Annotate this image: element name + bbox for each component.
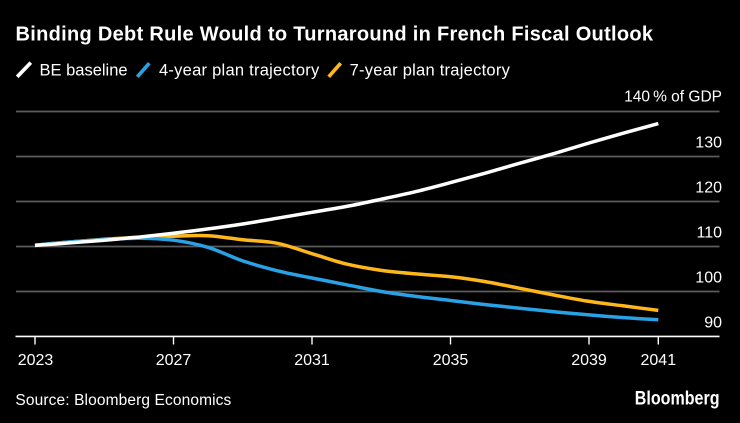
svg-text:110: 110 xyxy=(696,225,722,242)
svg-text:Binding Debt Rule Would to Tur: Binding Debt Rule Would to Turnaround in… xyxy=(16,24,654,46)
svg-text:2027: 2027 xyxy=(156,352,192,369)
svg-text:2031: 2031 xyxy=(294,352,330,369)
svg-text:100: 100 xyxy=(695,270,722,287)
svg-text:130: 130 xyxy=(695,135,722,152)
svg-text:2035: 2035 xyxy=(433,352,469,369)
svg-text:Source: Bloomberg Economics: Source: Bloomberg Economics xyxy=(15,392,231,409)
svg-text:120: 120 xyxy=(695,180,722,197)
svg-text:BE baseline: BE baseline xyxy=(40,62,128,80)
svg-text:90: 90 xyxy=(704,315,722,332)
svg-text:2023: 2023 xyxy=(18,352,54,369)
svg-text:140 % of GDP: 140 % of GDP xyxy=(624,89,722,106)
svg-text:4-year plan trajectory: 4-year plan trajectory xyxy=(159,62,320,80)
svg-text:2039: 2039 xyxy=(571,352,607,369)
svg-text:7-year plan trajectory: 7-year plan trajectory xyxy=(350,62,511,80)
svg-text:Bloomberg: Bloomberg xyxy=(635,387,720,409)
svg-text:2041: 2041 xyxy=(641,352,677,369)
